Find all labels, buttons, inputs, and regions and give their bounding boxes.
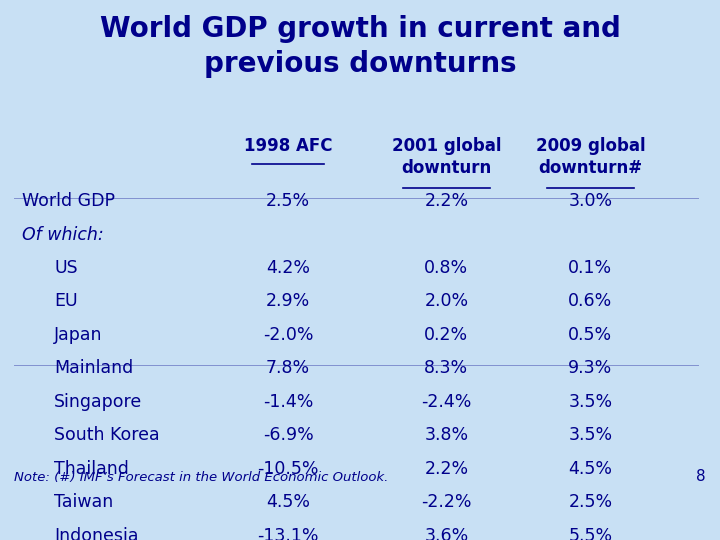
Text: -1.4%: -1.4% [263, 393, 313, 411]
Text: 2009 global
downturn#: 2009 global downturn# [536, 137, 645, 178]
Text: 3.6%: 3.6% [424, 526, 469, 540]
Text: -6.9%: -6.9% [263, 426, 313, 444]
Text: 3.8%: 3.8% [424, 426, 469, 444]
Text: Taiwan: Taiwan [54, 493, 113, 511]
Text: 9.3%: 9.3% [568, 360, 613, 377]
Text: 8.3%: 8.3% [424, 360, 469, 377]
Text: Indonesia: Indonesia [54, 526, 138, 540]
Text: 0.6%: 0.6% [568, 293, 613, 310]
Text: 0.8%: 0.8% [424, 259, 469, 277]
Text: World GDP growth in current and
previous downturns: World GDP growth in current and previous… [99, 15, 621, 78]
Text: 2.2%: 2.2% [424, 460, 469, 478]
Text: -2.0%: -2.0% [263, 326, 313, 344]
Text: 3.5%: 3.5% [568, 426, 613, 444]
Text: Note: (#) IMF’s Forecast in the World Economic Outlook.: Note: (#) IMF’s Forecast in the World Ec… [14, 471, 389, 484]
Text: 0.5%: 0.5% [568, 326, 613, 344]
Text: 2.5%: 2.5% [568, 493, 613, 511]
Text: 2.2%: 2.2% [424, 192, 469, 210]
Text: 4.2%: 4.2% [266, 259, 310, 277]
Text: 2.0%: 2.0% [424, 293, 469, 310]
Text: 7.8%: 7.8% [266, 360, 310, 377]
Text: 2001 global
downturn: 2001 global downturn [392, 137, 501, 178]
Text: 4.5%: 4.5% [568, 460, 613, 478]
Text: 5.5%: 5.5% [568, 526, 613, 540]
Text: Japan: Japan [54, 326, 102, 344]
Text: -2.4%: -2.4% [421, 393, 472, 411]
Text: EU: EU [54, 293, 78, 310]
Text: US: US [54, 259, 78, 277]
Text: 3.0%: 3.0% [568, 192, 613, 210]
Text: -2.2%: -2.2% [421, 493, 472, 511]
Text: 2.9%: 2.9% [266, 293, 310, 310]
Text: South Korea: South Korea [54, 426, 160, 444]
Text: 0.1%: 0.1% [568, 259, 613, 277]
Text: Thailand: Thailand [54, 460, 129, 478]
Text: Singapore: Singapore [54, 393, 143, 411]
Text: 2.5%: 2.5% [266, 192, 310, 210]
Text: Mainland: Mainland [54, 360, 133, 377]
Text: 4.5%: 4.5% [266, 493, 310, 511]
Text: -10.5%: -10.5% [257, 460, 319, 478]
Text: 3.5%: 3.5% [568, 393, 613, 411]
Text: 1998 AFC: 1998 AFC [244, 137, 332, 156]
Text: Of which:: Of which: [22, 226, 104, 244]
Text: 8: 8 [696, 469, 706, 484]
Text: -13.1%: -13.1% [257, 526, 319, 540]
Text: World GDP: World GDP [22, 192, 114, 210]
Text: 0.2%: 0.2% [424, 326, 469, 344]
